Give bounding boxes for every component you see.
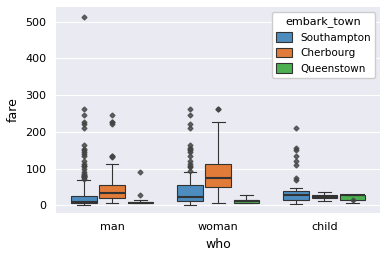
PathPatch shape (340, 195, 365, 200)
PathPatch shape (99, 185, 125, 198)
PathPatch shape (177, 185, 203, 201)
Legend: Southampton, Cherbourg, Queenstown: Southampton, Cherbourg, Queenstown (272, 12, 375, 78)
Y-axis label: fare: fare (7, 98, 20, 122)
X-axis label: who: who (205, 238, 231, 251)
PathPatch shape (283, 191, 309, 200)
PathPatch shape (71, 196, 96, 203)
PathPatch shape (312, 195, 337, 198)
PathPatch shape (205, 164, 231, 187)
PathPatch shape (234, 200, 259, 203)
